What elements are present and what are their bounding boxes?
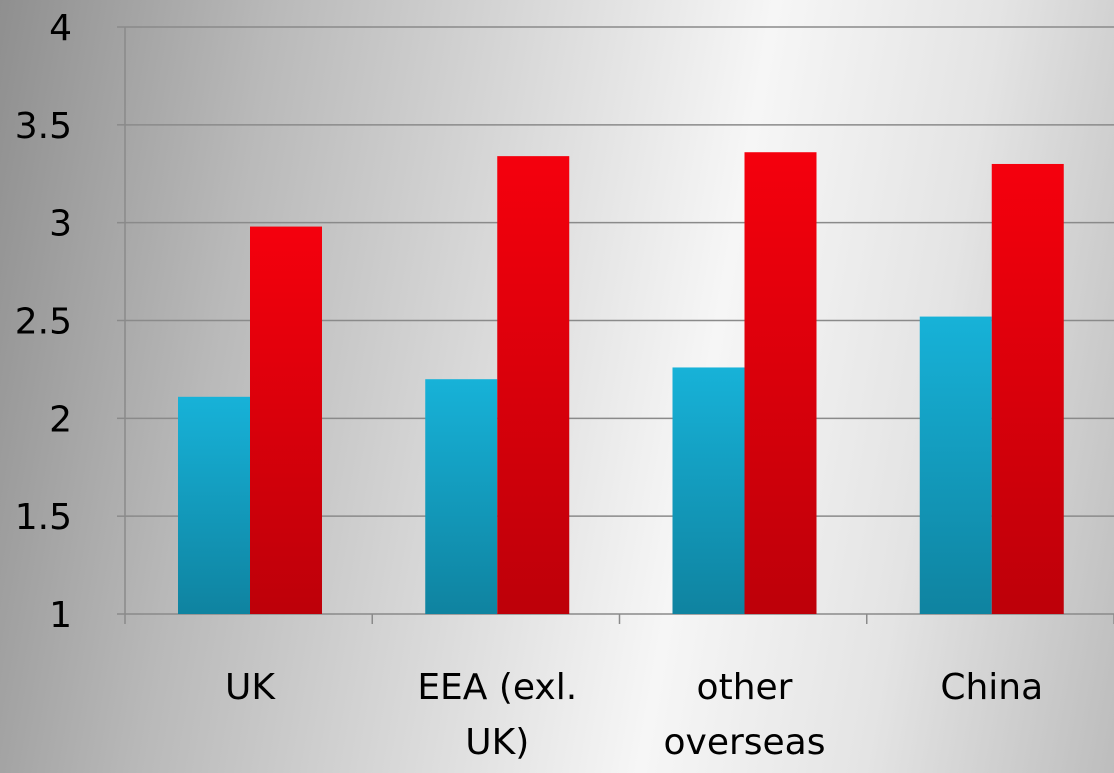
category-label-line: EEA (exl. [417,667,577,708]
bar-series-2-4 [991,163,1064,614]
category-label: China [940,667,1043,708]
bar-series-1-1 [178,396,250,614]
y-tick-labels: 1 1.5 2 2.5 3 3.5 4 [15,8,72,636]
y-tick-label: 2.5 [15,302,72,343]
y-tick-label: 3 [49,204,72,245]
category-label-line: other [697,667,793,708]
y-tick-label: 4 [49,8,72,49]
category-label: EEA (exl. UK) [417,667,577,763]
y-tick-label: 3.5 [15,106,72,147]
bars [178,152,1064,614]
bar-series-1-3 [672,367,745,614]
bar-series-2-1 [250,226,322,614]
bar-series-1-4 [919,316,992,614]
category-label-line: UK) [465,722,529,763]
category-label-line: overseas [664,722,826,763]
y-tick-label: 1.5 [15,497,72,538]
bar-series-1-2 [425,379,498,614]
bar-series-2-3 [744,152,817,614]
category-labels: UK EEA (exl. UK) other overseas China [225,667,1043,763]
y-tick-label: 2 [49,399,72,440]
category-label-line: China [940,667,1043,708]
bar-series-2-2 [497,156,570,614]
y-tick-label: 1 [49,595,72,636]
category-label: other overseas [664,667,826,763]
category-label: UK [225,667,276,708]
category-label-line: UK [225,667,276,708]
